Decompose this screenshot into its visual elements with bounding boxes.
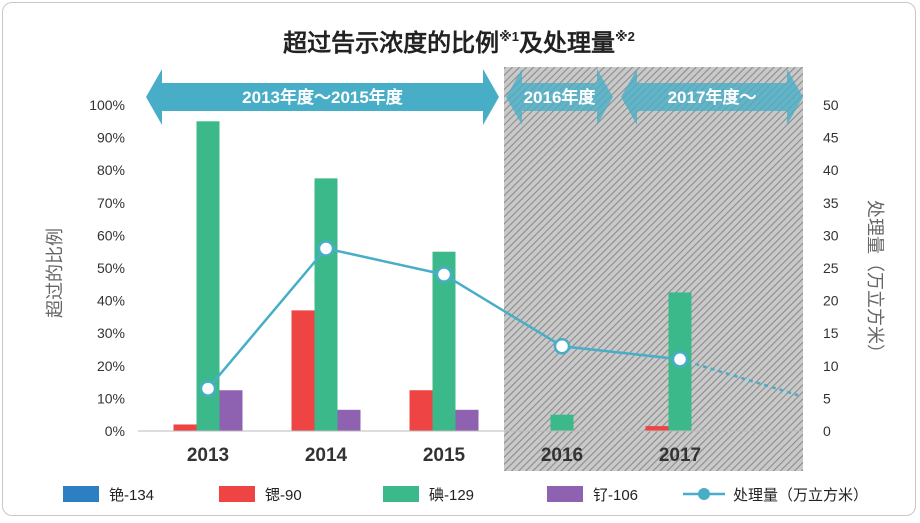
- volume-line-segment: [207, 247, 327, 390]
- y-tick-right: 10: [823, 358, 839, 374]
- bar-ruthenium106: [337, 409, 361, 431]
- chart-title: 超过告示浓度的比例※1及处理量※2: [283, 29, 635, 57]
- volume-point: [671, 351, 689, 368]
- chart-frame: 超过告示浓度的比例※1及处理量※2 超过的比例 处理量（万立方米） 0% 10% 2…: [2, 2, 916, 516]
- bar-strontium90: [645, 426, 669, 431]
- legend: 铯-134 锶-90 碘-129 钌-106 处理量（万立方米）: [63, 486, 868, 504]
- y-tick-right: 0: [823, 423, 831, 439]
- y-tick-left: 90%: [97, 130, 125, 146]
- period-label: 2013年度〜2015年度: [242, 87, 404, 107]
- x-tick: 2015: [423, 445, 466, 466]
- y-tick-left: 20%: [97, 358, 125, 374]
- legend-label: 铯-134: [109, 487, 154, 504]
- period-arrows: 2013年度〜2015年度 2016年度 2017年度〜: [146, 69, 803, 125]
- bar-strontium90: [409, 390, 433, 431]
- y-tick-left: 80%: [97, 162, 125, 178]
- legend-label: 钌-106: [593, 487, 638, 504]
- bar-series: [173, 121, 692, 432]
- legend-line-marker: [698, 488, 710, 500]
- legend-label: 碘-129: [429, 487, 474, 504]
- bar-ruthenium106: [455, 409, 479, 431]
- bar-iodine129: [314, 178, 338, 431]
- volume-point: [317, 240, 335, 257]
- y-tick-left: 50%: [97, 260, 125, 276]
- y-tick-left: 100%: [89, 97, 125, 113]
- bar-iodine129: [196, 121, 220, 432]
- volume-point: [199, 380, 217, 397]
- chart-title-volume: 及处理量: [519, 30, 615, 57]
- period-arrow: [621, 69, 803, 125]
- chart-title-main: 超过告示浓度的比例: [283, 29, 499, 57]
- volume-line-segment: [325, 247, 445, 276]
- period-arrow: [146, 69, 499, 125]
- bar-iodine129: [550, 414, 574, 431]
- legend-label: 处理量（万立方米）: [733, 487, 868, 504]
- bar-ruthenium106: [219, 390, 243, 431]
- hatch-region: [504, 67, 803, 471]
- x-tick: 2017: [659, 445, 701, 466]
- y-tick-left: 70%: [97, 195, 125, 211]
- period-label: 2016年度: [524, 87, 597, 107]
- axes: 0% 10% 20% 30% 40% 50% 60% 70% 80% 90% 100% 0 5 10 15 2…: [89, 97, 839, 466]
- period-arrow: [506, 69, 613, 125]
- volume-point: [435, 266, 453, 283]
- y-axis-title-right: 处理量（万立方米）: [865, 200, 885, 362]
- x-tick: 2016: [541, 445, 583, 466]
- volume-line-segment: [443, 273, 563, 348]
- y-tick-right: 40: [823, 162, 839, 178]
- y-tick-right: 20: [823, 293, 839, 309]
- period-label: 2017年度〜: [668, 87, 757, 107]
- legend-swatch-strontium90: [219, 486, 255, 502]
- y-tick-left: 10%: [97, 390, 125, 406]
- bar-strontium90: [291, 310, 315, 431]
- legend-swatch-ruthenium106: [547, 486, 583, 502]
- legend-label: 锶-90: [265, 487, 302, 504]
- y-tick-left: 0%: [105, 423, 125, 439]
- y-tick-right: 5: [823, 390, 831, 406]
- volume-line-segment: [561, 344, 681, 361]
- y-tick-right: 15: [823, 325, 839, 341]
- bar-iodine129: [432, 251, 456, 431]
- x-tick: 2013: [187, 445, 229, 466]
- y-tick-right: 45: [823, 130, 839, 146]
- y-tick-right: 25: [823, 260, 839, 276]
- y-tick-left: 60%: [97, 227, 125, 243]
- legend-swatch-iodine129: [383, 486, 419, 502]
- chart-title-note-2: ※2: [615, 29, 635, 44]
- x-tick: 2014: [305, 445, 348, 466]
- bar-strontium90: [173, 424, 197, 431]
- y-tick-left: 30%: [97, 325, 125, 341]
- y-tick-left: 40%: [97, 293, 125, 309]
- chart-title-note-1: ※1: [499, 29, 519, 44]
- legend-swatch-cesium134: [63, 486, 99, 502]
- y-tick-right: 30: [823, 227, 839, 243]
- projection-hatch-area: [504, 67, 803, 471]
- y-tick-right: 50: [823, 97, 839, 113]
- y-axis-title-left: 超过的比例: [45, 228, 65, 318]
- volume-point: [553, 337, 571, 355]
- volume-line-series: [199, 240, 799, 397]
- bar-line-chart: 超过告示浓度的比例※1及处理量※2 超过的比例 处理量（万立方米） 0% 10% 2…: [45, 29, 885, 504]
- y-tick-right: 35: [823, 195, 839, 211]
